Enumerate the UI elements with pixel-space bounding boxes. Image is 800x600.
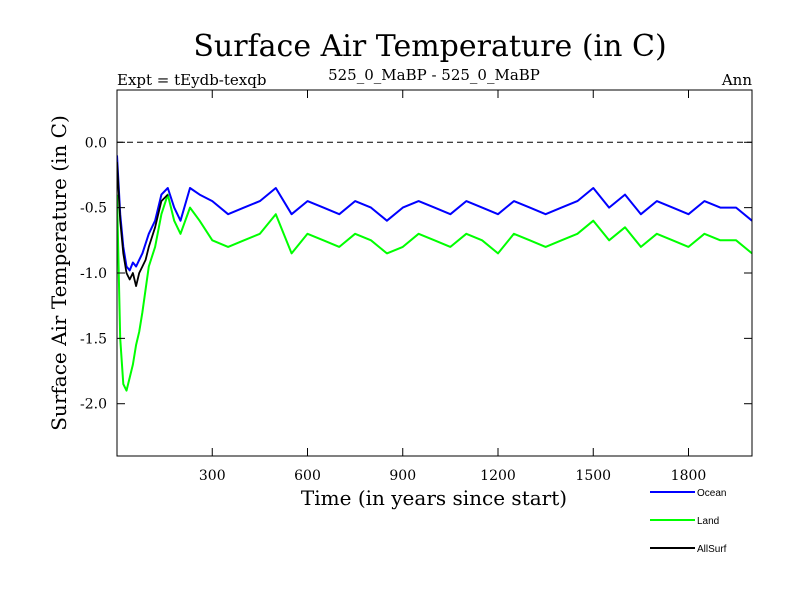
legend-label-land: Land [697, 516, 719, 527]
x-tick-label: 600 [294, 468, 321, 484]
x-axis: 300 600 900 1200 1500 1800 [199, 90, 706, 484]
legend-label-ocean: Ocean [697, 488, 726, 499]
y-tick-label: -1.0 [80, 266, 107, 282]
y-tick-label: -0.5 [80, 201, 107, 217]
chart-legend: Ocean Land AllSurf [650, 488, 727, 555]
x-tick-label: 900 [389, 468, 416, 484]
series-line-allsurf [117, 161, 169, 288]
x-axis-label: Time (in years since start) [301, 486, 567, 510]
x-tick-label: 1500 [575, 468, 611, 484]
plot-frame [116, 89, 753, 457]
y-tick-label: -1.5 [80, 331, 107, 347]
chart-subtitle-right: Ann [721, 71, 752, 89]
plot-area [117, 141, 752, 392]
y-tick-label: 0.0 [85, 135, 107, 151]
series-line-land [117, 193, 752, 392]
x-tick-label: 1200 [480, 468, 516, 484]
y-axis: 0.0 -0.5 -1.0 -1.5 -2.0 [80, 135, 752, 413]
chart-subtitle-left: Expt = tEydb-texqb [117, 71, 266, 89]
series-line-ocean [117, 155, 752, 272]
chart-title: Surface Air Temperature (in C) [193, 29, 666, 64]
x-tick-label: 300 [199, 468, 226, 484]
y-axis-label: Surface Air Temperature (in C) [47, 115, 71, 431]
legend-label-allsurf: AllSurf [697, 544, 727, 555]
x-tick-label: 1800 [671, 468, 707, 484]
y-tick-label: -2.0 [80, 397, 107, 413]
chart-subtitle-center: 525_0_MaBP - 525_0_MaBP [328, 66, 540, 84]
